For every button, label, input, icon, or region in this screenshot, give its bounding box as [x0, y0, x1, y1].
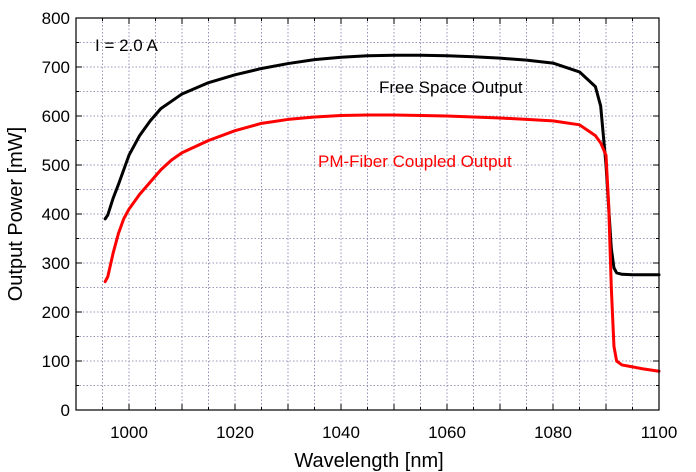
y-tick-label: 500 — [42, 156, 70, 175]
annotation-fiber-coupled: PM-Fiber Coupled Output — [318, 152, 512, 171]
series-line-fiber-coupled — [103, 113, 661, 373]
y-tick-label: 0 — [61, 401, 70, 420]
y-tick-label: 200 — [42, 303, 70, 322]
annotation-current: I = 2.0 A — [95, 36, 159, 55]
y-tick-label: 100 — [42, 352, 70, 371]
y-tick-label: 700 — [42, 58, 70, 77]
x-tick-label: 1020 — [216, 423, 254, 442]
x-tick-label: 1080 — [534, 423, 572, 442]
series-layer — [103, 53, 661, 373]
y-tick-label: 300 — [42, 254, 70, 273]
y-tick-label: 400 — [42, 205, 70, 224]
x-tick-label: 1040 — [322, 423, 360, 442]
x-tick-label: 1000 — [110, 423, 148, 442]
y-tick-labels: 0 100 200 300 400 500 600 700 800 — [42, 9, 70, 420]
y-axis-label: Output Power [mW] — [5, 127, 27, 302]
grid — [76, 18, 659, 410]
y-tick-label: 800 — [42, 9, 70, 28]
y-tick-label: 600 — [42, 107, 70, 126]
x-tick-label: 1060 — [428, 423, 466, 442]
x-tick-labels: 1000 1020 1040 1060 1080 1100 — [110, 423, 677, 442]
x-axis-label: Wavelength [nm] — [294, 450, 443, 472]
x-tick-label: 1100 — [641, 423, 678, 442]
tick-marks — [76, 17, 660, 411]
annotation-free-space: Free Space Output — [379, 78, 523, 97]
